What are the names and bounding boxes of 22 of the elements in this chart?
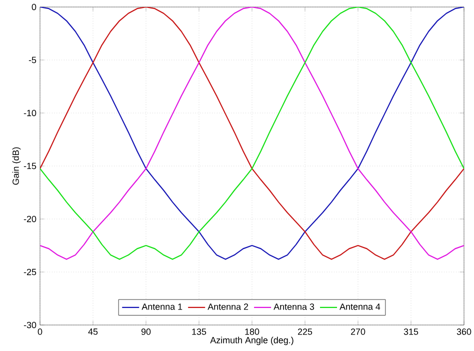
y-tick-label: -5: [28, 56, 36, 64]
legend-label: Antenna 4: [340, 304, 380, 310]
y-tick-label: -10: [24, 110, 36, 116]
x-tick-label: 0: [38, 328, 42, 335]
x-tick-label: 45: [88, 328, 98, 335]
legend-label: Antenna 3: [274, 304, 314, 310]
x-tick-label: 360: [456, 328, 472, 335]
y-axis-title: Gain (dB): [12, 147, 21, 185]
y-tick-label: -30: [24, 322, 36, 328]
x-axis-title: Azimuth Angle (deg.): [210, 336, 294, 346]
y-tick-label: -25: [24, 268, 36, 276]
x-tick-label: 270: [350, 328, 366, 335]
x-tick-label: 315: [404, 328, 418, 335]
legend-label: Antenna 1: [142, 304, 182, 310]
x-tick-label: 225: [298, 328, 312, 335]
x-tick-label: 90: [141, 328, 151, 335]
y-tick-label: -20: [24, 216, 36, 222]
x-tick-label: 135: [192, 328, 206, 335]
legend-label: Antenna 2: [208, 304, 248, 310]
x-tick-label: 180: [245, 328, 260, 335]
y-tick-label: 0: [32, 4, 36, 10]
y-tick-label: -15: [24, 162, 36, 170]
